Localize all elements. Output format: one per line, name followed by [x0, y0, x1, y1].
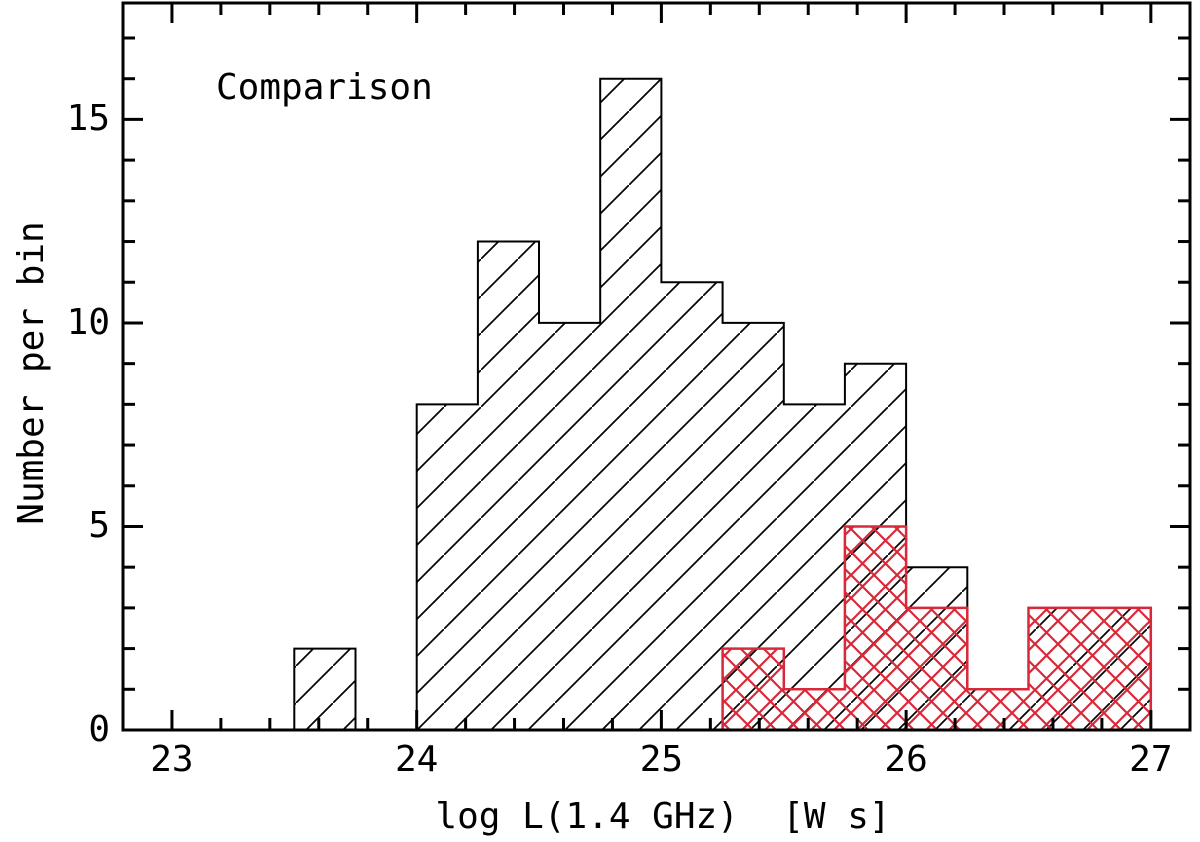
- plot-frame: [121, 1, 1192, 732]
- series-overlay-sample-red: [721, 525, 1153, 730]
- annotation-comparison: Comparison: [216, 67, 433, 108]
- series-comparison-sample-black: [293, 77, 1152, 731]
- x-tick-label: 26: [884, 739, 928, 780]
- y-tick-label: 15: [66, 98, 110, 140]
- x-tick-label: 24: [394, 739, 439, 780]
- x-tick-label: 25: [639, 739, 684, 780]
- y-tick-label: 0: [88, 709, 110, 750]
- y-tick-label: 10: [66, 301, 110, 343]
- x-axis-label: log L(1.4 GHz) [W s]: [435, 796, 891, 837]
- x-tick-label: 23: [150, 739, 194, 780]
- y-tick-label: 5: [88, 505, 110, 547]
- tick-marks: [124, 4, 1189, 732]
- x-tick-label: 27: [1129, 739, 1173, 780]
